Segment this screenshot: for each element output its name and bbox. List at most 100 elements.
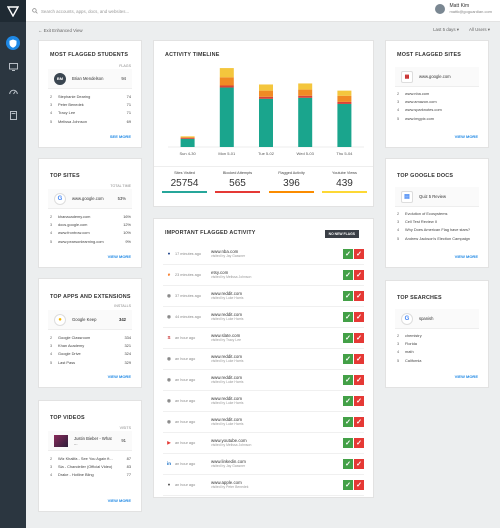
flagged-activity-row[interactable]: ▶ an hour ago www.youtube.com visited by Me… (163, 432, 364, 454)
list-item[interactable]: 2 Evolution of Ecosystems (397, 210, 448, 216)
list-item[interactable]: 4 Tracy Lee 71 (50, 110, 131, 116)
list-item[interactable]: 3 Peter Benedek 71 (50, 102, 131, 108)
flag-button[interactable]: ✓ (354, 269, 364, 280)
list-item[interactable]: 2 Google Classroom 334 (50, 334, 131, 340)
approve-button[interactable]: ✓ (343, 479, 353, 490)
list-item[interactable]: 4 Why Does American Flag have stars? (397, 227, 471, 233)
list-item[interactable]: 5 Last Pass 329 (50, 359, 131, 365)
see-more-link[interactable]: SEE MORE (109, 134, 131, 139)
list-item[interactable]: 3 www.amazon.com (397, 99, 437, 105)
flag-button[interactable]: ✓ (354, 353, 364, 364)
bar-blocked-attempts-1[interactable] (219, 85, 234, 88)
bar-youtube-views-2[interactable] (259, 84, 273, 91)
approve-button[interactable]: ✓ (343, 248, 353, 259)
bar-sites-visited-0[interactable] (180, 138, 195, 147)
flag-button[interactable]: ✓ (354, 479, 364, 490)
approve-button[interactable]: ✓ (343, 458, 353, 469)
list-item[interactable]: 3 docs.google.com 12% (50, 222, 131, 228)
bar-flagged-activity-0[interactable] (180, 137, 195, 138)
flag-button[interactable]: ✓ (354, 458, 364, 469)
approve-button[interactable]: ✓ (343, 311, 353, 322)
list-item[interactable]: 2 www.nba.com (397, 90, 430, 96)
calculator-icon[interactable] (6, 108, 20, 122)
view-more-link[interactable]: VIEW MORE (454, 134, 478, 139)
flagged-activity-row[interactable]: ◉ an hour ago www.reddit.com visited by Luk… (163, 390, 364, 412)
bar-flagged-activity-3[interactable] (298, 89, 313, 96)
view-more-link[interactable]: VIEW MORE (107, 498, 131, 503)
list-item[interactable]: 4 Drake - Hotline Bling 77 (50, 472, 131, 478)
approve-button[interactable]: ✓ (343, 437, 353, 448)
list-item[interactable]: 3 Sia - Chandelier (Official Video) 83 (50, 464, 131, 470)
bar-blocked-attempts-2[interactable] (259, 96, 273, 99)
approve-button[interactable]: ✓ (343, 395, 353, 406)
flagged-activity-row[interactable]: ● 17 minutes ago www.nba.com visited by Jay… (163, 243, 364, 265)
list-item[interactable]: 4 Google Drive 324 (50, 351, 131, 357)
approve-button[interactable]: ✓ (343, 290, 353, 301)
top-app-row[interactable]: ● Google Keep 342 (48, 310, 132, 330)
list-item[interactable]: 5 Melissa Johnson 69 (50, 118, 131, 124)
list-item[interactable]: 5 Andrew Jackson's Election Campaign (397, 235, 470, 241)
approve-button[interactable]: ✓ (343, 269, 353, 280)
bar-flagged-activity-4[interactable] (337, 95, 352, 102)
bar-youtube-views-3[interactable] (298, 83, 313, 90)
bar-sites-visited-3[interactable] (298, 97, 313, 147)
view-more-link[interactable]: VIEW MORE (107, 254, 131, 259)
list-item[interactable]: 3 Cell Test Review II (397, 219, 437, 225)
top-doc-row[interactable]: ▤ Quiz 5 Review (395, 187, 479, 207)
search-input[interactable]: Search accounts, apps, docs, and website… (41, 8, 130, 14)
list-item[interactable]: 2 khanacademy.com 16% (50, 213, 131, 219)
top-student-row[interactable]: BM Brian Mendelson 94 (48, 69, 132, 89)
bar-youtube-views-4[interactable] (337, 90, 352, 96)
users-dropdown[interactable]: All Users ▾ (468, 27, 490, 32)
approve-button[interactable]: ✓ (343, 353, 353, 364)
flag-button[interactable]: ✓ (354, 311, 364, 322)
list-item[interactable]: 5 www.pearsonlearning.com 9% (50, 238, 131, 244)
view-more-link[interactable]: VIEW MORE (454, 374, 478, 379)
bar-blocked-attempts-3[interactable] (298, 95, 313, 98)
approve-button[interactable]: ✓ (343, 416, 353, 427)
bar-sites-visited-2[interactable] (259, 98, 273, 147)
bar-flagged-activity-1[interactable] (219, 77, 234, 86)
date-range-dropdown[interactable]: Last 5 days ▾ (433, 27, 459, 32)
list-item[interactable]: 5 California (397, 357, 422, 363)
bar-sites-visited-1[interactable] (219, 87, 234, 147)
avatar[interactable] (435, 3, 446, 14)
bar-flagged-activity-2[interactable] (259, 90, 273, 97)
flag-button[interactable]: ✓ (354, 437, 364, 448)
top-flagged-site-row[interactable]: ▦ www.google.com (395, 67, 479, 87)
flagged-activity-row[interactable]: ◉ an hour ago www.reddit.com visited by Luk… (163, 369, 364, 391)
view-more-link[interactable]: VIEW MORE (454, 254, 478, 259)
bar-youtube-views-0[interactable] (180, 136, 195, 138)
approve-button[interactable]: ✓ (343, 332, 353, 343)
bar-sites-visited-4[interactable] (337, 103, 352, 147)
flag-button[interactable]: ✓ (354, 374, 364, 385)
gauge-icon[interactable] (6, 84, 20, 98)
shield-icon[interactable] (6, 36, 20, 50)
flag-button[interactable]: ✓ (354, 395, 364, 406)
list-item[interactable]: 2 Stephanie Dearing 74 (50, 93, 131, 99)
top-video-row[interactable]: Justin Bieber - What ... 91 (48, 431, 132, 451)
bar-blocked-attempts-4[interactable] (337, 101, 352, 104)
bar-blocked-attempts-0[interactable] (180, 137, 195, 139)
list-item[interactable]: 2 Wiz Khalifa - See You Again ft... 87 (50, 455, 131, 461)
bar-youtube-views-1[interactable] (219, 68, 234, 78)
view-more-link[interactable]: VIEW MORE (107, 374, 131, 379)
flagged-activity-row[interactable]: ◉ 44 minutes ago www.reddit.com visited by … (163, 306, 364, 328)
list-item[interactable]: 5 www.imgpix.com (397, 115, 434, 121)
top-search-row[interactable]: G spanish (395, 309, 479, 329)
flag-button[interactable]: ✓ (354, 290, 364, 301)
flag-button[interactable]: ✓ (354, 332, 364, 343)
approve-button[interactable]: ✓ (343, 374, 353, 385)
list-item[interactable]: 4 math (397, 349, 414, 355)
list-item[interactable]: 2 chemistry (397, 332, 422, 338)
flagged-activity-row[interactable]: ◉ an hour ago www.reddit.com visited by Luk… (163, 411, 364, 433)
list-item[interactable]: 4 www.frontrow.com 10% (50, 230, 131, 236)
flagged-activity-row[interactable]: ◉ an hour ago www.reddit.com visited by Luk… (163, 348, 364, 370)
flag-button[interactable]: ✓ (354, 416, 364, 427)
goguardian-logo[interactable] (0, 0, 26, 22)
top-site-row[interactable]: G www.google.com 53% (48, 189, 132, 209)
flagged-activity-row[interactable]: in an hour ago www.linkedin.com visited by … (163, 453, 364, 475)
flagged-activity-row[interactable]: ● an hour ago www.apple.com visited by Pete… (163, 474, 364, 496)
exit-enhanced-view-link[interactable]: ← Exit Enhanced View (38, 27, 83, 33)
